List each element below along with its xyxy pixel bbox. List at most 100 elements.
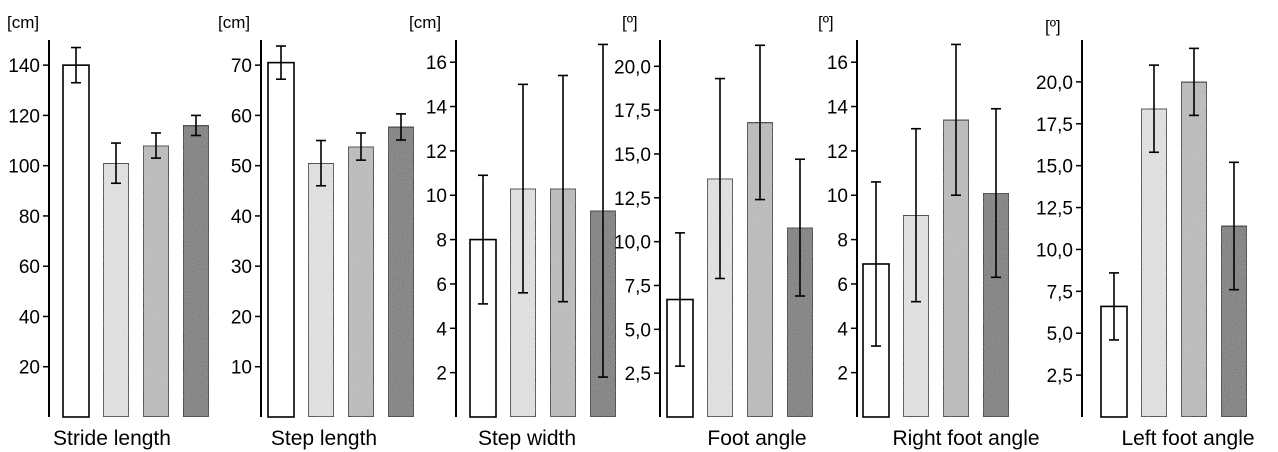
y-tick-label: 60 — [19, 257, 40, 278]
y-tick-label: 12 — [827, 142, 848, 163]
bar — [182, 124, 210, 418]
y-tick-label: 80 — [19, 207, 40, 228]
unit-label: [cm] — [409, 13, 441, 32]
x-axis-label: Left foot angle — [1121, 427, 1254, 450]
error-bar — [991, 107, 1001, 279]
error-bar — [1109, 272, 1119, 341]
x-axis-label: Foot angle — [707, 427, 806, 450]
y-tick-label: 17,5 — [614, 101, 651, 122]
error-bar — [356, 132, 366, 161]
panel-5: 2,5 5,0 7,5 10,0 12,5 15,0 17,5 20,0 [º] Left foo… — [1036, 17, 1255, 450]
y-tick-label: 20,0 — [614, 57, 651, 78]
y-tick-label: 20 — [231, 307, 252, 328]
y-tick-label: 10 — [827, 186, 848, 207]
y-tick-label: 12,5 — [614, 189, 651, 210]
y-tick-label: 10,0 — [614, 233, 651, 254]
error-bar — [675, 232, 685, 367]
y-tick-label: 2,5 — [625, 364, 651, 385]
y-tick-label: 50 — [231, 157, 252, 178]
bar — [62, 64, 90, 418]
error-bar — [755, 44, 765, 201]
error-bar — [1229, 161, 1239, 291]
y-tick-label: 10 — [231, 358, 252, 379]
y-tick-label: 2 — [436, 364, 447, 385]
y-tick-label: 12 — [426, 142, 447, 163]
y-tick-label: 20 — [19, 358, 40, 379]
error-bar — [191, 114, 201, 137]
panel-0: 20 40 60 80 100 120 140 [cm] Stride length — [7, 13, 210, 450]
unit-label: [cm] — [7, 13, 39, 32]
unit-label: [º] — [622, 13, 638, 32]
y-tick-label: 8 — [436, 231, 447, 252]
y-tick-label: 16 — [426, 53, 447, 74]
bar — [347, 145, 375, 418]
y-tick-label: 14 — [827, 98, 849, 119]
error-bar — [111, 142, 121, 185]
error-bar — [71, 46, 81, 84]
y-tick-label: 4 — [436, 319, 447, 340]
error-bar — [871, 181, 881, 347]
y-tick-label: 20,0 — [1036, 73, 1073, 94]
error-bar — [518, 83, 528, 294]
unit-label: [º] — [1045, 17, 1061, 36]
x-axis-label: Step length — [271, 427, 377, 450]
y-tick-label: 12,5 — [1036, 199, 1073, 220]
y-tick-label: 140 — [8, 56, 40, 77]
bar — [142, 144, 170, 418]
y-tick-label: 8 — [837, 231, 848, 252]
error-bar — [715, 77, 725, 280]
panel-3: 2,5 5,0 7,5 10,0 12,5 15,0 17,5 20,0 [º] Foot ang… — [614, 13, 814, 450]
y-tick-label: 40 — [19, 307, 40, 328]
unit-label: [º] — [818, 13, 834, 32]
y-tick-label: 10,0 — [1036, 240, 1073, 261]
x-axis-label: Step width — [478, 427, 576, 450]
y-tick-label: 40 — [231, 207, 252, 228]
y-tick-label: 15,0 — [614, 145, 651, 166]
y-tick-label: 30 — [231, 257, 252, 278]
y-tick-label: 6 — [837, 275, 848, 296]
x-axis-label: Right foot angle — [892, 427, 1039, 450]
bar — [387, 126, 415, 418]
y-tick-label: 4 — [837, 319, 848, 340]
y-tick-label: 5,0 — [1047, 324, 1073, 345]
error-bar — [951, 43, 961, 197]
x-axis-label: Stride length — [53, 427, 171, 450]
y-tick-label: 70 — [231, 56, 252, 77]
panel-1: 10 20 30 40 50 60 70 [cm] Step length — [218, 13, 415, 450]
y-tick-label: 17,5 — [1036, 115, 1073, 136]
y-tick-label: 60 — [231, 106, 252, 127]
unit-label: [cm] — [218, 13, 250, 32]
bar — [1140, 107, 1168, 418]
error-bar — [558, 74, 568, 303]
y-tick-label: 6 — [436, 275, 447, 296]
y-tick-label: 7,5 — [625, 276, 651, 297]
error-bar — [396, 113, 406, 141]
y-tick-label: 10 — [426, 186, 447, 207]
error-bar — [795, 158, 805, 297]
bar — [267, 61, 295, 418]
error-bar — [478, 174, 488, 305]
y-tick-label: 7,5 — [1047, 282, 1073, 303]
panel-2: 2 4 6 8 10 12 14 16 [cm] Step width — [409, 13, 617, 450]
y-tick-label: 100 — [8, 157, 40, 178]
bar — [307, 162, 335, 418]
error-bar — [276, 45, 286, 81]
y-tick-label: 2 — [837, 364, 848, 385]
bar — [469, 238, 497, 418]
y-tick-label: 5,0 — [625, 320, 651, 341]
y-tick-label: 14 — [426, 98, 448, 119]
error-bar — [1149, 64, 1159, 154]
y-tick-label: 120 — [8, 106, 40, 127]
error-bar — [151, 132, 161, 159]
bar — [1180, 81, 1208, 418]
error-bar — [598, 43, 608, 378]
error-bar — [316, 139, 326, 187]
panel-4: 2 4 6 8 10 12 14 16 [º] Right foot angle — [818, 13, 1040, 450]
bar — [102, 162, 130, 418]
y-tick-label: 16 — [827, 53, 848, 74]
error-bar — [911, 127, 921, 303]
error-bar — [1189, 47, 1199, 117]
y-tick-label: 15,0 — [1036, 157, 1073, 178]
y-tick-label: 2,5 — [1047, 366, 1073, 387]
